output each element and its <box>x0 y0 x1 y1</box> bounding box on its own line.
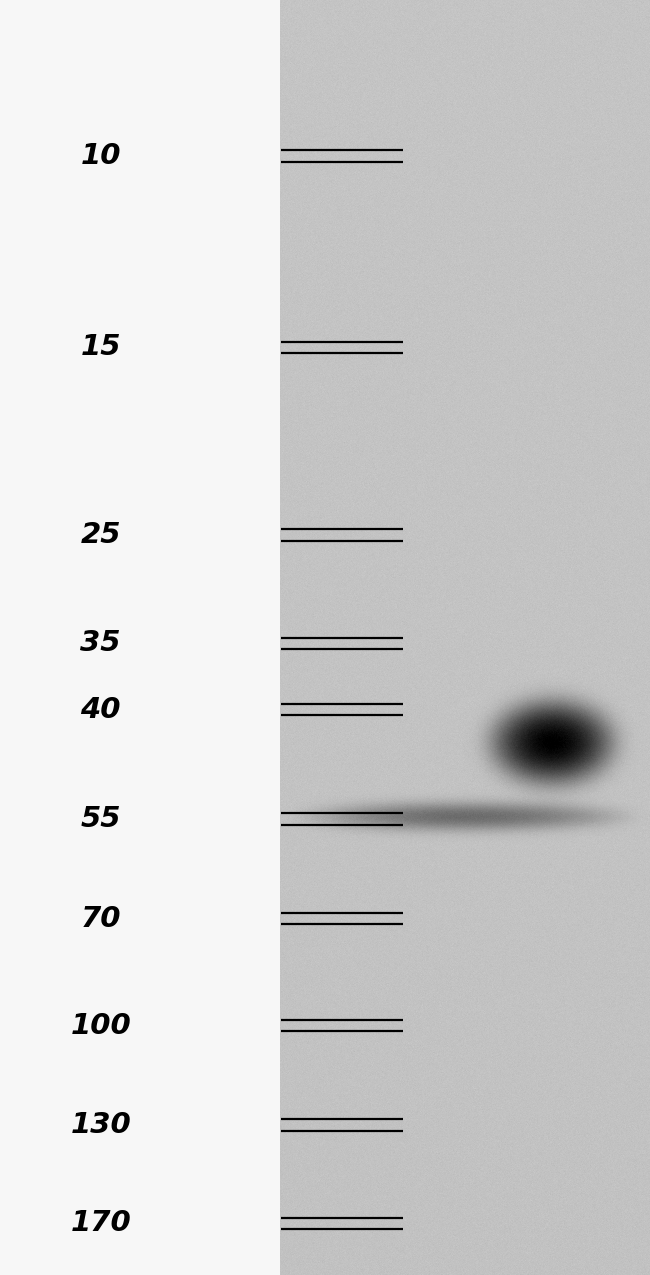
Text: 40: 40 <box>81 696 121 723</box>
Text: 70: 70 <box>81 905 121 932</box>
Text: 130: 130 <box>70 1112 131 1139</box>
Text: 10: 10 <box>81 143 121 170</box>
Text: 15: 15 <box>81 334 121 361</box>
Text: 25: 25 <box>81 521 121 548</box>
Text: 100: 100 <box>70 1012 131 1039</box>
Text: 170: 170 <box>70 1210 131 1237</box>
Text: 35: 35 <box>81 630 121 657</box>
Text: 55: 55 <box>81 806 121 833</box>
